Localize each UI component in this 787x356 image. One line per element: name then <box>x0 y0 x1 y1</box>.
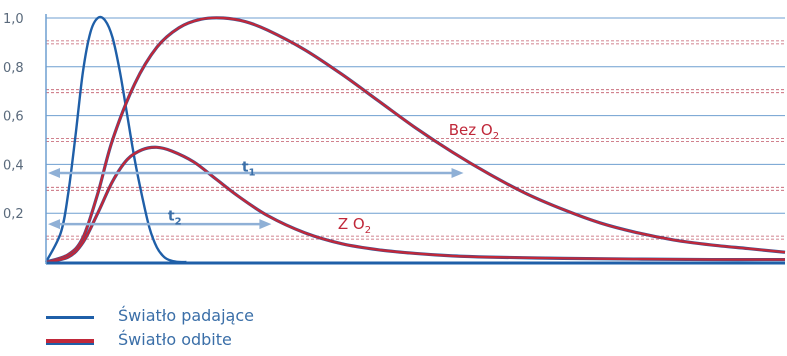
arrow-head-right <box>259 219 272 230</box>
y-tick-label: 0,4 <box>3 158 24 173</box>
curve-label: Z O2 <box>338 215 371 236</box>
series-lines <box>44 15 786 264</box>
y-tick-label: 1,0 <box>3 12 24 27</box>
arrow-head-left <box>48 167 60 178</box>
series-with-o2 <box>45 146 786 264</box>
y-axis-ticks: 1,0 0,8 0,6 0,4 0,2 <box>3 12 24 222</box>
curve-label: Bez O2 <box>449 121 499 142</box>
legend-swatch-blue <box>46 316 94 319</box>
arrow-head-left <box>48 219 60 230</box>
time-label: t1 <box>242 160 256 179</box>
time-label: t2 <box>168 209 182 228</box>
arrow-head-right <box>451 167 464 178</box>
y-tick-label: 0,8 <box>3 61 24 76</box>
legend-label: Światło padające <box>118 306 254 325</box>
y-tick-label: 0,2 <box>3 207 24 222</box>
series-incident-light <box>44 15 187 264</box>
legend-swatch-red <box>46 339 94 345</box>
y-tick-label: 0,6 <box>3 110 24 125</box>
annotations: Bez O2 Z O2 t1 t2 <box>48 121 499 236</box>
chart: 1,0 0,8 0,6 0,4 0,2 Bez O2 Z O2 t1 t2 <box>3 12 786 265</box>
legend-label: Światło odbite <box>118 330 232 349</box>
series-without-o2 <box>45 16 786 264</box>
